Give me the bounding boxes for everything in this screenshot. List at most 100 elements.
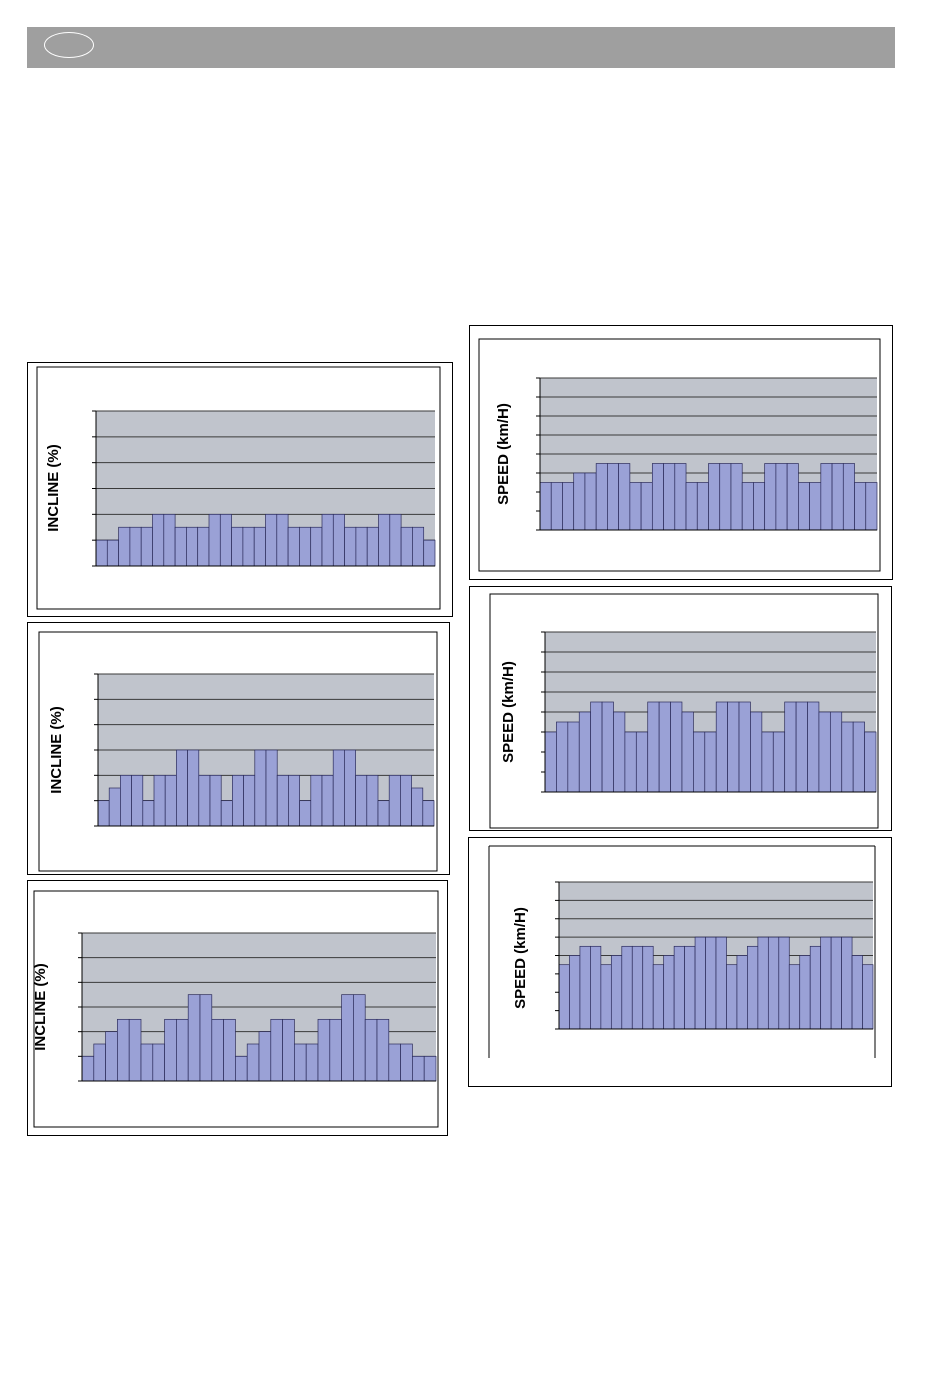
bar [539, 482, 552, 531]
bar [750, 711, 763, 793]
bar [730, 463, 743, 531]
bar [550, 482, 563, 531]
bar [142, 800, 155, 827]
bar [411, 787, 424, 827]
bar [164, 1018, 177, 1082]
chart-incline-3: INCLINE (%) [32, 890, 439, 1128]
bar [685, 482, 698, 531]
bar [208, 513, 221, 567]
bar [726, 964, 738, 1030]
bar [767, 936, 780, 1030]
bar [663, 463, 676, 531]
bar [642, 945, 654, 1030]
bar [673, 945, 685, 1030]
bar [197, 526, 210, 567]
bar [567, 721, 580, 793]
bar [294, 1043, 307, 1082]
bar [81, 1055, 95, 1082]
bar [798, 482, 810, 531]
bar [400, 526, 413, 567]
bar [153, 774, 166, 827]
bar [607, 463, 619, 531]
chart-speed-3: SPEED (km/H) [488, 845, 876, 1058]
bar [106, 539, 119, 567]
y-axis-label: SPEED (km/H) [495, 403, 512, 505]
bar [258, 1031, 272, 1082]
bar [852, 721, 865, 793]
bar [757, 936, 769, 1030]
bar [584, 472, 597, 531]
bar [310, 526, 323, 567]
bar [219, 513, 232, 567]
bar [332, 513, 345, 567]
bar [128, 1018, 142, 1082]
chart-speed-1: SPEED (km/H) [478, 338, 881, 572]
bar [108, 787, 121, 827]
bar [253, 526, 266, 567]
bar [613, 711, 626, 793]
bar [355, 774, 368, 827]
language-badge-icon [44, 32, 94, 58]
bar [232, 774, 244, 827]
y-axis-label: SPEED (km/H) [500, 661, 517, 763]
bar [332, 749, 345, 827]
bar [235, 1055, 248, 1082]
bar [329, 1018, 342, 1082]
bar [305, 1043, 319, 1082]
bar [422, 800, 435, 827]
bar [842, 463, 855, 531]
bar [366, 774, 379, 827]
bar [631, 945, 644, 1030]
bar [830, 936, 842, 1030]
bar [282, 1018, 295, 1082]
bar [841, 936, 853, 1030]
bar [600, 964, 612, 1030]
bar [163, 513, 176, 567]
bar [708, 463, 721, 531]
bar [820, 936, 832, 1030]
bar [715, 936, 727, 1030]
bar [647, 701, 660, 793]
bar [341, 994, 354, 1082]
bar [270, 1018, 283, 1082]
bar [310, 774, 323, 827]
chart-frame-incline-3: INCLINE (%) [27, 880, 448, 1136]
y-axis-label: INCLINE (%) [45, 444, 62, 532]
bar [670, 701, 683, 793]
bar [152, 1043, 165, 1082]
bar [242, 526, 255, 567]
chart-frame-speed-1: SPEED (km/H) [469, 325, 893, 580]
bar [658, 701, 671, 793]
bar [854, 482, 867, 531]
bar [105, 1031, 118, 1082]
bar [747, 945, 759, 1030]
bar [573, 472, 586, 531]
bar [423, 539, 436, 567]
bar [818, 711, 831, 793]
bar [635, 731, 649, 793]
bar [862, 964, 874, 1030]
bar [211, 1018, 224, 1082]
bar [276, 513, 289, 567]
bar [651, 463, 664, 531]
chart-frame-incline-2: INCLINE (%) [27, 622, 450, 875]
y-axis-label: INCLINE (%) [48, 706, 65, 794]
bar [423, 1055, 437, 1082]
bar [321, 774, 334, 827]
bar [220, 800, 233, 827]
bar [265, 513, 278, 567]
bar [355, 526, 368, 567]
bar [117, 1018, 130, 1082]
bar [694, 936, 706, 1030]
bar [772, 731, 786, 793]
bar [696, 482, 709, 531]
bar [118, 526, 131, 567]
bar [788, 964, 801, 1030]
bar [578, 711, 592, 793]
header-bar [27, 27, 895, 68]
bar [140, 526, 153, 567]
bar [562, 482, 575, 531]
bar [276, 774, 289, 827]
bar [579, 945, 591, 1030]
bar [799, 955, 811, 1030]
